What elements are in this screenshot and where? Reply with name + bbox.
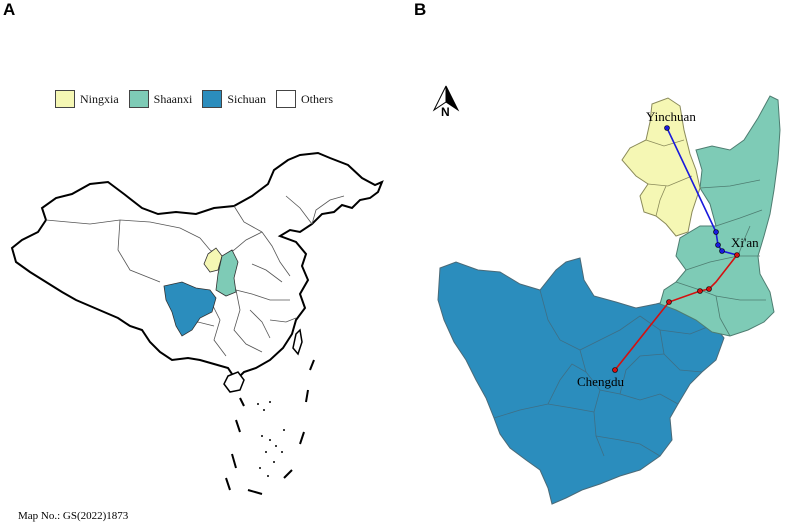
regional-map: Yinchuan Xi'an Chengdu N — [432, 85, 781, 505]
shaanxi-prefecture-lines — [675, 179, 766, 337]
ningxia-region — [621, 97, 701, 237]
yinchuan-label: Yinchuan — [646, 109, 696, 124]
legend-swatch-shaanxi — [128, 90, 149, 108]
xian-chengdu-route — [614, 254, 738, 371]
north-arrow-icon: N — [432, 85, 460, 119]
ningxia-region-overview — [203, 247, 223, 273]
panel-label-b: B — [414, 0, 427, 19]
hainan-island — [223, 371, 245, 393]
south-china-sea-dashes — [225, 359, 315, 495]
ningxia-prefecture-lines — [645, 139, 693, 217]
chengdu-label: Chengdu — [577, 374, 624, 389]
legend-label-shaanxi: Shaanxi — [153, 91, 193, 106]
sichuan-region-overview — [163, 281, 217, 337]
sichuan-prefecture-lines — [493, 289, 711, 457]
legend-item-shaanxi: Shaanxi — [128, 90, 193, 108]
red-route-stations — [612, 252, 740, 373]
shaanxi-region — [659, 95, 781, 337]
legend-label-sichuan: Sichuan — [227, 91, 267, 106]
legend-swatch-others — [276, 90, 297, 108]
china-overview-map — [10, 151, 384, 495]
legend-item-ningxia: Ningxia — [55, 90, 119, 108]
south-china-sea-islands — [257, 401, 285, 477]
legend-item-others: Others — [276, 90, 333, 108]
legend-swatch-sichuan — [202, 90, 223, 108]
map-number-caption: Map No.: GS(2022)1873 — [18, 510, 129, 522]
panel-label-a: A — [3, 0, 16, 19]
map-legend: Ningxia Shaanxi Sichuan Others — [55, 90, 333, 108]
legend-label-others: Others — [301, 91, 334, 106]
legend-label-ningxia: Ningxia — [80, 91, 119, 106]
legend-swatch-ningxia — [55, 90, 75, 108]
north-arrow-label: N — [441, 105, 450, 119]
blue-route-stations — [664, 125, 725, 254]
xian-label: Xi'an — [731, 235, 759, 250]
shaanxi-region-overview — [215, 249, 239, 297]
sichuan-region — [437, 257, 725, 505]
legend-item-sichuan: Sichuan — [202, 90, 266, 108]
china-outline — [10, 151, 384, 382]
taiwan-island — [292, 328, 303, 356]
